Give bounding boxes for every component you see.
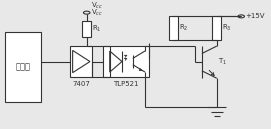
Bar: [70, 46, 92, 77]
Text: R$_1$: R$_1$: [92, 24, 102, 34]
Text: +15V: +15V: [245, 13, 265, 19]
Bar: [82, 21, 91, 37]
Text: 单片机: 单片机: [15, 63, 31, 72]
Bar: [169, 16, 178, 40]
Text: V$_{cc}$: V$_{cc}$: [91, 8, 103, 18]
Text: TLP521: TLP521: [113, 81, 139, 87]
Text: R$_2$: R$_2$: [179, 23, 189, 33]
Text: V$_{cc}$: V$_{cc}$: [91, 1, 103, 11]
Text: R$_3$: R$_3$: [222, 23, 232, 33]
Bar: [212, 16, 221, 40]
Text: 7407: 7407: [72, 81, 90, 87]
Bar: [103, 46, 149, 77]
Bar: [5, 33, 41, 102]
Text: T$_1$: T$_1$: [218, 57, 227, 67]
